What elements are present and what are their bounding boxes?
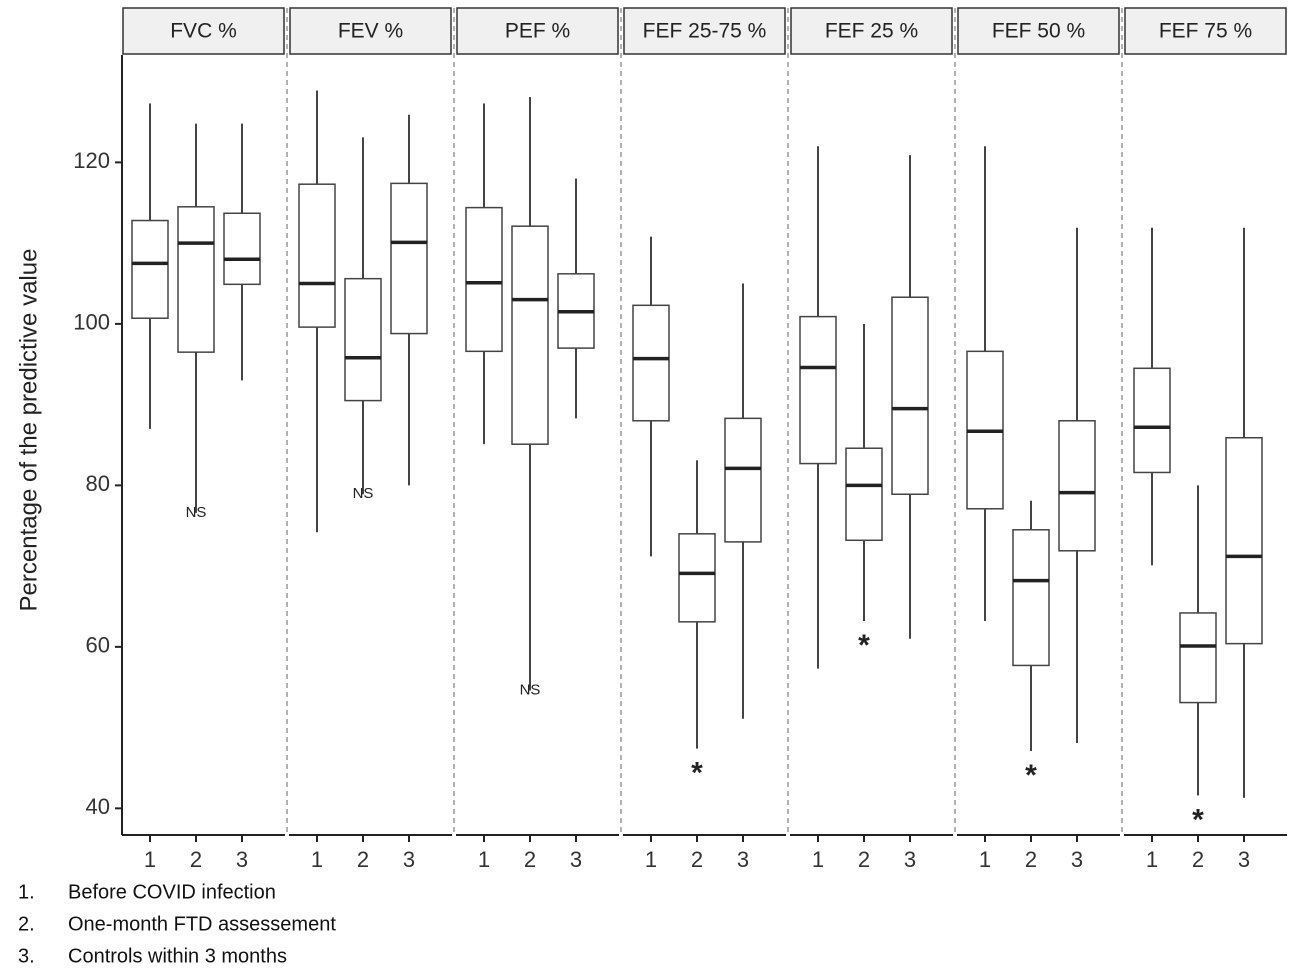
- strip-title: FEF 25 %: [825, 20, 918, 43]
- box: [344, 277, 382, 402]
- annotation: *: [1192, 803, 1204, 836]
- x-tick-label: 1: [979, 847, 991, 872]
- y-tick-label: 120: [73, 148, 110, 173]
- box: [511, 225, 549, 445]
- strip: [957, 7, 1120, 55]
- x-tick-label: 2: [1025, 847, 1037, 872]
- x-tick-label: 3: [403, 847, 415, 872]
- strip: [289, 7, 452, 55]
- note-number: 3.: [18, 945, 35, 967]
- annotation: NS: [353, 485, 374, 502]
- strip-title: FEF 75 %: [1159, 20, 1252, 43]
- box: [177, 206, 215, 353]
- strip-title: FEF 25-75 %: [643, 20, 767, 43]
- strip-title: FVC %: [170, 20, 237, 43]
- x-tick-label: 1: [1146, 847, 1158, 872]
- box: [724, 417, 762, 543]
- box: [1225, 436, 1263, 645]
- x-tick-label: 3: [1238, 847, 1250, 872]
- box: [223, 212, 261, 286]
- note-number: 1.: [18, 881, 35, 903]
- strip-title: PEF %: [505, 20, 570, 43]
- x-tick-label: 2: [357, 847, 369, 872]
- annotation: *: [691, 757, 703, 790]
- y-tick-label: 100: [73, 310, 110, 335]
- box: [131, 219, 169, 319]
- y-tick-label: 80: [86, 471, 110, 496]
- box: [632, 304, 670, 422]
- y-tick-label: 40: [86, 794, 110, 819]
- box: [1133, 367, 1171, 474]
- y-tick-label: 60: [86, 633, 110, 658]
- strip-title: FEF 50 %: [992, 20, 1085, 43]
- strip-title: FEV %: [338, 20, 403, 43]
- y-axis-title: Percentage of the predictive value: [15, 249, 42, 612]
- box: [678, 533, 716, 623]
- box: [1012, 529, 1050, 667]
- strip: [623, 7, 786, 55]
- box: [465, 206, 503, 353]
- x-tick-label: 3: [737, 847, 749, 872]
- x-tick-label: 3: [570, 847, 582, 872]
- box: [390, 182, 428, 335]
- note-text: One-month FTD assessement: [68, 913, 336, 935]
- annotation: *: [858, 629, 870, 662]
- strip: [456, 7, 619, 55]
- box: [1179, 612, 1217, 704]
- x-tick-label: 3: [236, 847, 248, 872]
- note-text: Before COVID infection: [68, 881, 276, 903]
- x-tick-label: 2: [524, 847, 536, 872]
- x-tick-label: 3: [904, 847, 916, 872]
- x-tick-label: 2: [691, 847, 703, 872]
- x-tick-label: 1: [812, 847, 824, 872]
- annotation: NS: [186, 504, 207, 521]
- note-text: Controls within 3 months: [68, 945, 287, 967]
- annotation: *: [1025, 759, 1037, 792]
- x-tick-label: 1: [645, 847, 657, 872]
- box: [1058, 420, 1096, 552]
- note-number: 2.: [18, 913, 35, 935]
- x-tick-label: 2: [1192, 847, 1204, 872]
- strip: [790, 7, 953, 55]
- box: [799, 315, 837, 465]
- box: [845, 447, 883, 542]
- x-tick-label: 1: [144, 847, 156, 872]
- strip: [122, 7, 285, 55]
- strip: [1124, 7, 1287, 55]
- x-tick-label: 2: [858, 847, 870, 872]
- box: [891, 296, 929, 496]
- x-tick-label: 1: [478, 847, 490, 872]
- annotation: NS: [520, 681, 541, 698]
- x-tick-label: 3: [1071, 847, 1083, 872]
- box: [298, 183, 336, 328]
- x-tick-label: 2: [190, 847, 202, 872]
- x-tick-label: 1: [311, 847, 323, 872]
